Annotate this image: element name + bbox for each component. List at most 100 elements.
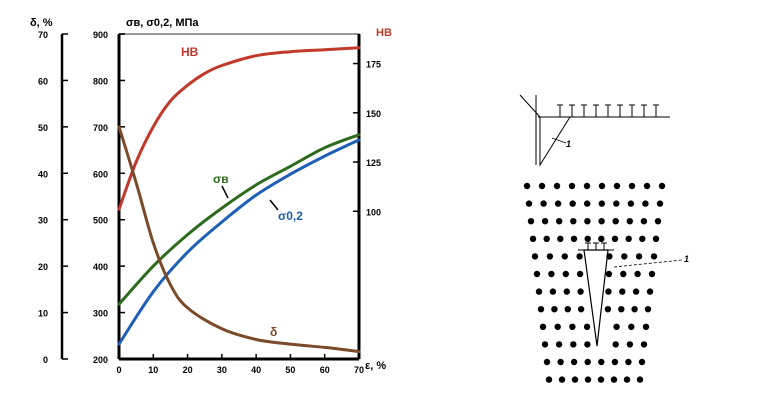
x-tick-label: 20 bbox=[183, 365, 193, 375]
atom-dot bbox=[541, 341, 549, 348]
delta-tick-label: 70 bbox=[38, 30, 48, 40]
atom-dot bbox=[584, 376, 592, 383]
atom-dot bbox=[598, 358, 605, 366]
atom-lattice bbox=[523, 182, 666, 383]
delta-tick-label: 50 bbox=[38, 123, 48, 133]
delta-tick-label: 60 bbox=[38, 76, 48, 86]
upper-wedge-schematic: 1 bbox=[519, 94, 670, 167]
atom-dot bbox=[570, 235, 578, 242]
atom-dot bbox=[628, 182, 636, 190]
x-axis-ticks: 0 10 20 30 40 50 60 70 bbox=[116, 354, 364, 375]
atom-dot bbox=[543, 358, 551, 366]
atom-dot bbox=[557, 235, 564, 242]
atom-dot bbox=[529, 235, 537, 242]
delta-axis-ticks: 0 10 20 30 40 50 60 70 bbox=[38, 30, 68, 365]
atom-dot bbox=[618, 306, 625, 313]
atom-dot bbox=[626, 218, 633, 225]
atom-dot bbox=[611, 235, 619, 242]
atom-dot bbox=[610, 376, 618, 383]
atom-dot bbox=[621, 253, 628, 260]
x-axis-label: ε, % bbox=[365, 360, 386, 372]
delta-tick-label: 40 bbox=[38, 169, 48, 179]
atom-dot bbox=[597, 376, 605, 383]
delta-axis-label: δ, % bbox=[30, 17, 53, 29]
stress-tick-label: 900 bbox=[93, 30, 108, 40]
atom-dot bbox=[570, 358, 578, 366]
stress-tick-label: 700 bbox=[93, 123, 108, 133]
atom-dot bbox=[557, 358, 564, 366]
atom-dot bbox=[619, 288, 626, 295]
atom-dot bbox=[584, 235, 591, 242]
atom-dot bbox=[583, 323, 591, 330]
atom-dot bbox=[549, 288, 557, 295]
atom-dot bbox=[623, 376, 631, 383]
atom-dot bbox=[577, 288, 584, 295]
atom-dot bbox=[640, 341, 648, 348]
atom-dot bbox=[584, 218, 591, 225]
atom-dot bbox=[654, 218, 662, 225]
atom-dot bbox=[564, 306, 571, 313]
atom-dot bbox=[535, 288, 543, 295]
atom-dot bbox=[636, 376, 644, 383]
atom-dot bbox=[523, 182, 531, 190]
lower-dislocation-symbols bbox=[578, 242, 614, 251]
atom-dot bbox=[640, 218, 648, 225]
atom-dot bbox=[626, 341, 634, 348]
delta-series-line bbox=[117, 125, 361, 354]
atom-dot bbox=[638, 358, 646, 366]
series-lines bbox=[117, 46, 361, 354]
lower-wedge-schematic: 1 bbox=[578, 242, 689, 347]
series-label-sigma-b: σв bbox=[213, 172, 229, 186]
label-1-upper: 1 bbox=[566, 139, 571, 149]
atom-dot bbox=[598, 235, 605, 242]
stress-tick-label: 300 bbox=[93, 309, 108, 319]
atom-dot bbox=[613, 200, 620, 207]
atom-dot bbox=[533, 270, 541, 278]
sigma-02-series-line bbox=[117, 138, 361, 346]
atom-dot bbox=[632, 288, 640, 295]
atom-dot bbox=[562, 270, 569, 278]
dislocation-diagram: 1 1 bbox=[519, 94, 689, 383]
hb-axis-ticks: 100 125 150 175 bbox=[353, 60, 381, 217]
series-label-sigma-02: σ0,2 bbox=[278, 209, 303, 223]
atom-dot bbox=[558, 376, 566, 383]
atom-dot bbox=[576, 253, 583, 260]
atom-dot bbox=[554, 200, 562, 207]
delta-tick-label: 20 bbox=[38, 262, 48, 272]
atom-dot bbox=[658, 182, 666, 190]
atom-dot bbox=[584, 200, 591, 207]
atom-dot bbox=[545, 376, 553, 383]
atom-dot bbox=[584, 358, 591, 366]
atom-dot bbox=[538, 182, 546, 190]
label-1-lower: 1 bbox=[684, 254, 689, 264]
x-tick-label: 70 bbox=[354, 365, 364, 375]
atom-dot bbox=[583, 182, 591, 190]
atom-dot bbox=[563, 288, 570, 295]
atom-dot bbox=[613, 323, 620, 330]
stress-tick-label: 500 bbox=[93, 216, 108, 226]
stress-tick-label: 800 bbox=[93, 76, 108, 86]
atom-dot bbox=[540, 200, 547, 207]
atom-dot bbox=[556, 218, 563, 225]
atom-dot bbox=[620, 270, 627, 278]
hb-tick-label: 150 bbox=[366, 109, 381, 119]
hb-tick-label: 175 bbox=[366, 60, 381, 70]
atom-dot bbox=[531, 253, 539, 260]
atom-dot bbox=[598, 200, 605, 207]
atom-dot bbox=[613, 182, 621, 190]
atom-dot bbox=[627, 200, 635, 207]
atom-dot bbox=[561, 253, 568, 260]
sigma-b-leader bbox=[221, 185, 229, 199]
atom-dot bbox=[634, 270, 641, 278]
atom-dot bbox=[611, 358, 619, 366]
series-label-hb: HB bbox=[181, 45, 199, 59]
atom-dot bbox=[541, 218, 549, 225]
delta-tick-label: 10 bbox=[38, 309, 48, 319]
stress-tick-label: 200 bbox=[93, 355, 108, 365]
x-tick-label: 60 bbox=[320, 365, 330, 375]
atom-dot bbox=[639, 235, 646, 242]
x-tick-label: 30 bbox=[217, 365, 227, 375]
delta-tick-label: 0 bbox=[43, 355, 48, 365]
atom-dot bbox=[548, 270, 555, 278]
